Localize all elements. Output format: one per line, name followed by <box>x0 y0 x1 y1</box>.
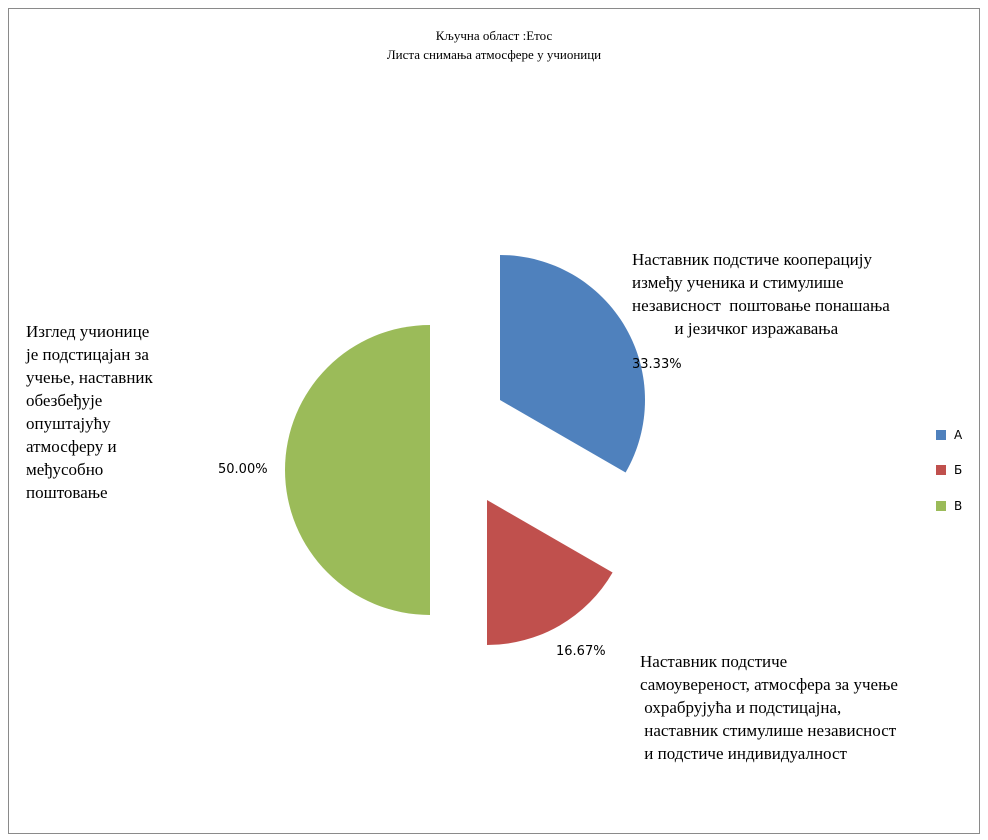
value-label-b: 16.67% <box>556 644 606 659</box>
annotation-a-line: између ученика и стимулише <box>632 273 844 292</box>
annotation-b-line: и подстиче индивидуалност <box>640 744 847 763</box>
annotation-a-line: Наставник подстиче кооперацију <box>632 250 872 269</box>
pie-slice-c <box>285 325 430 615</box>
annotation-b-line: самоувереност, атмосфера за учење <box>640 675 898 694</box>
value-label-c: 50.00% <box>218 462 268 477</box>
annotation-b: Наставник подстиче самоувереност, атмосф… <box>640 650 898 765</box>
legend-item-a: А <box>936 428 962 442</box>
annotation-c-line: учење, наставник <box>26 368 153 387</box>
annotation-c-line: поштовање <box>26 483 108 502</box>
annotation-c-line: обезбеђује <box>26 391 103 410</box>
annotation-b-line: Наставник подстиче <box>640 652 788 671</box>
value-label-a: 33.33% <box>632 357 682 372</box>
annotation-b-line: наставник стимулише независност <box>640 721 897 740</box>
pie-slice-b <box>487 500 613 645</box>
annotation-c: Изглед учионице је подстицајан за учење,… <box>26 320 153 504</box>
annotation-c-line: опуштајућу <box>26 414 111 433</box>
pie-slice-a <box>500 255 645 473</box>
annotation-c-line: атмосферу и <box>26 437 117 456</box>
legend-swatch-a <box>936 430 946 440</box>
legend-item-b: Б <box>936 463 962 477</box>
chart-title: Кључна област :Етос <box>435 28 553 43</box>
annotation-a-line: независност поштовање понашања <box>632 296 890 315</box>
annotation-b-line: охрабрујућа и подстицајна, <box>640 698 842 717</box>
legend-swatch-b <box>936 465 946 475</box>
legend-swatch-c <box>936 501 946 511</box>
annotation-c-line: је подстицајан за <box>26 345 149 364</box>
annotation-a: Наставник подстиче кооперацију између уч… <box>632 248 890 340</box>
legend-item-c: В <box>936 499 962 513</box>
chart-frame <box>8 8 980 834</box>
annotation-c-line: Изглед учионице <box>26 322 150 341</box>
legend-label-b: Б <box>954 463 963 477</box>
annotation-c-line: међусобно <box>26 460 104 479</box>
legend-label-a: А <box>954 428 963 442</box>
annotation-a-line: и језичког изражавања <box>632 319 839 338</box>
legend-label-c: В <box>954 499 963 513</box>
chart-subtitle: Листа снимања атмосфере у учионици <box>386 47 602 62</box>
